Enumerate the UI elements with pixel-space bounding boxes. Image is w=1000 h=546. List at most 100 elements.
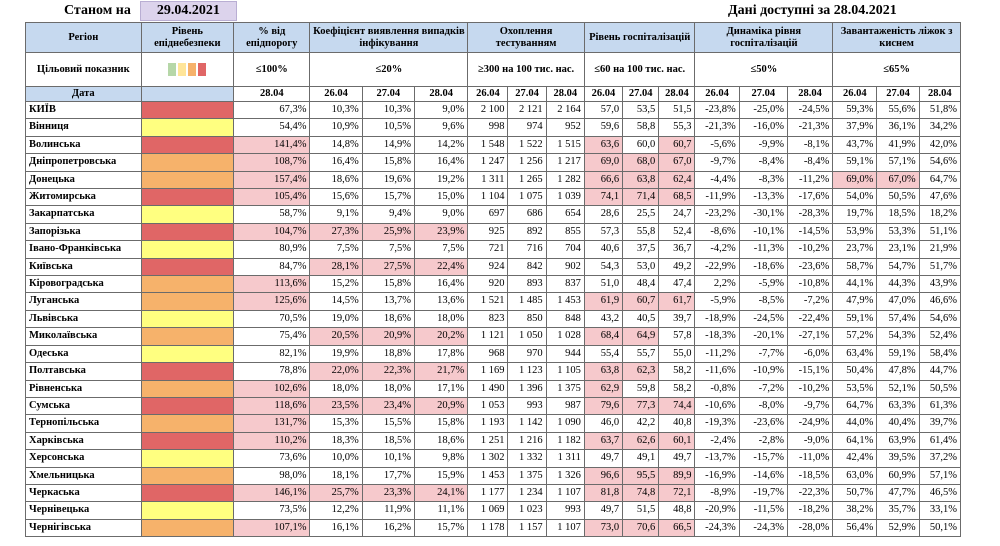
infection-value: 15,2%	[309, 275, 363, 294]
infection-value: 11,9%	[361, 501, 415, 520]
testing-value: 892	[507, 222, 547, 242]
hospital-value: 53,5	[622, 100, 660, 120]
testing-value: 920	[467, 275, 509, 294]
testing-value: 1 177	[467, 483, 509, 503]
hospital-value: 59,6	[583, 118, 624, 137]
testing-value: 823	[467, 309, 509, 329]
threshold-value: 58,7%	[233, 205, 311, 224]
hospital-value: 62,3	[622, 362, 660, 381]
testing-value: 1 302	[467, 449, 509, 468]
table-row: Рівненська 102,6% 18,0% 18,0% 17,1% 1 490 1 39…	[25, 379, 962, 398]
oxygen-value: 18,2%	[918, 205, 962, 224]
hospital-value: 43,2	[583, 309, 624, 329]
infection-value: 14,8%	[309, 135, 363, 155]
hospital-value: 73,0	[583, 518, 624, 538]
date-hosp-1: 26.04	[583, 86, 624, 102]
danger-level-cell	[140, 327, 235, 346]
testing-value: 1 311	[545, 449, 585, 468]
oxygen-value: 47,8%	[876, 362, 920, 381]
dynamics-value: -14,6%	[738, 466, 788, 485]
dynamics-value: -11,2%	[694, 344, 740, 364]
threshold-value: 108,7%	[233, 153, 311, 172]
testing-value: 1 050	[507, 327, 547, 346]
testing-value: 1 332	[507, 449, 547, 468]
testing-value: 1 107	[545, 518, 585, 538]
infection-value: 16,4%	[413, 153, 469, 172]
infection-value: 17,7%	[361, 466, 415, 485]
infection-value: 18,3%	[309, 431, 363, 451]
oxygen-value: 47,0%	[876, 292, 920, 311]
hospital-value: 40,8	[658, 414, 696, 433]
testing-value: 1 105	[545, 362, 585, 381]
testing-value: 686	[507, 205, 547, 224]
danger-level-cell	[140, 518, 235, 538]
table-row: Вінниця 54,4% 10,9% 10,5% 9,6% 998 974 952 59,6 5…	[25, 118, 962, 137]
testing-value: 1 182	[545, 431, 585, 451]
dynamics-value: -6,0%	[786, 344, 834, 364]
oxygen-value: 19,7%	[832, 205, 878, 224]
danger-level-cell	[140, 449, 235, 468]
hospital-value: 63,8	[622, 170, 660, 190]
threshold-value: 80,9%	[233, 240, 311, 259]
testing-value: 1 485	[507, 292, 547, 311]
oxygen-value: 59,1%	[832, 309, 878, 329]
oxygen-value: 34,2%	[918, 118, 962, 137]
target-infection: ≤20%	[309, 52, 469, 87]
hospital-value: 55,7	[622, 344, 660, 364]
threshold-value: 113,6%	[233, 275, 311, 294]
hospital-value: 58,2	[658, 362, 696, 381]
dynamics-value: -23,6%	[738, 414, 788, 433]
oxygen-value: 18,5%	[876, 205, 920, 224]
danger-level-cell	[140, 292, 235, 311]
hospital-value: 37,5	[622, 240, 660, 259]
date-dyn-1: 26.04	[694, 86, 740, 102]
infection-value: 16,2%	[361, 518, 415, 538]
testing-value: 1 023	[507, 501, 547, 520]
infection-value: 7,5%	[361, 240, 415, 259]
testing-value: 1 234	[507, 483, 547, 503]
infection-value: 15,8%	[413, 414, 469, 433]
oxygen-value: 41,9%	[876, 135, 920, 155]
region-name: Луганська	[25, 292, 142, 311]
hospital-value: 55,3	[658, 118, 696, 137]
infection-value: 11,1%	[413, 501, 469, 520]
hospital-value: 51,0	[583, 275, 624, 294]
table-row: Одеська 82,1% 19,9% 18,8% 17,8% 968 970 944 55,4…	[25, 344, 962, 364]
level-legend	[140, 52, 235, 87]
testing-value: 2 100	[467, 100, 509, 120]
testing-value: 1 522	[507, 135, 547, 155]
date-oxy-1: 26.04	[832, 86, 878, 102]
testing-value: 1 178	[467, 518, 509, 538]
target-threshold: ≤100%	[233, 52, 311, 87]
testing-value: 1 193	[467, 414, 509, 433]
threshold-value: 84,7%	[233, 257, 311, 277]
testing-value: 1 453	[467, 466, 509, 485]
dynamics-value: -4,2%	[694, 240, 740, 259]
dynamics-value: -8,6%	[694, 222, 740, 242]
hospital-value: 74,8	[622, 483, 660, 503]
testing-value: 1 104	[467, 188, 509, 207]
dynamics-value: -9,7%	[694, 153, 740, 172]
table-row: Луганська 125,6% 14,5% 13,7% 13,6% 1 521 1 485…	[25, 292, 962, 311]
infection-value: 16,4%	[413, 275, 469, 294]
oxygen-value: 46,6%	[918, 292, 962, 311]
infection-value: 18,6%	[413, 431, 469, 451]
date-level-empty	[140, 86, 235, 102]
header-row: Регіон Рівень епіднебезпеки % від епідпо…	[25, 22, 961, 53]
infection-value: 13,6%	[413, 292, 469, 311]
infection-value: 18,6%	[309, 170, 363, 190]
infection-value: 24,1%	[413, 483, 469, 503]
date-dyn-2: 27.04	[738, 86, 788, 102]
testing-value: 1 375	[545, 379, 585, 398]
region-name: Запорізька	[25, 222, 142, 242]
hospital-value: 60,7	[622, 292, 660, 311]
danger-level-cell	[140, 118, 235, 137]
region-name: Івано-Франківська	[25, 240, 142, 259]
infection-value: 18,0%	[413, 309, 469, 329]
dynamics-value: -9,7%	[786, 396, 834, 416]
oxygen-value: 38,2%	[832, 501, 878, 520]
testing-value: 925	[467, 222, 509, 242]
dynamics-value: -11,6%	[694, 362, 740, 381]
col-testing: Охоплення тестуванням	[467, 22, 585, 53]
table-row: Запорізька 104,7% 27,3% 25,9% 23,9% 925 892 855…	[25, 222, 962, 242]
